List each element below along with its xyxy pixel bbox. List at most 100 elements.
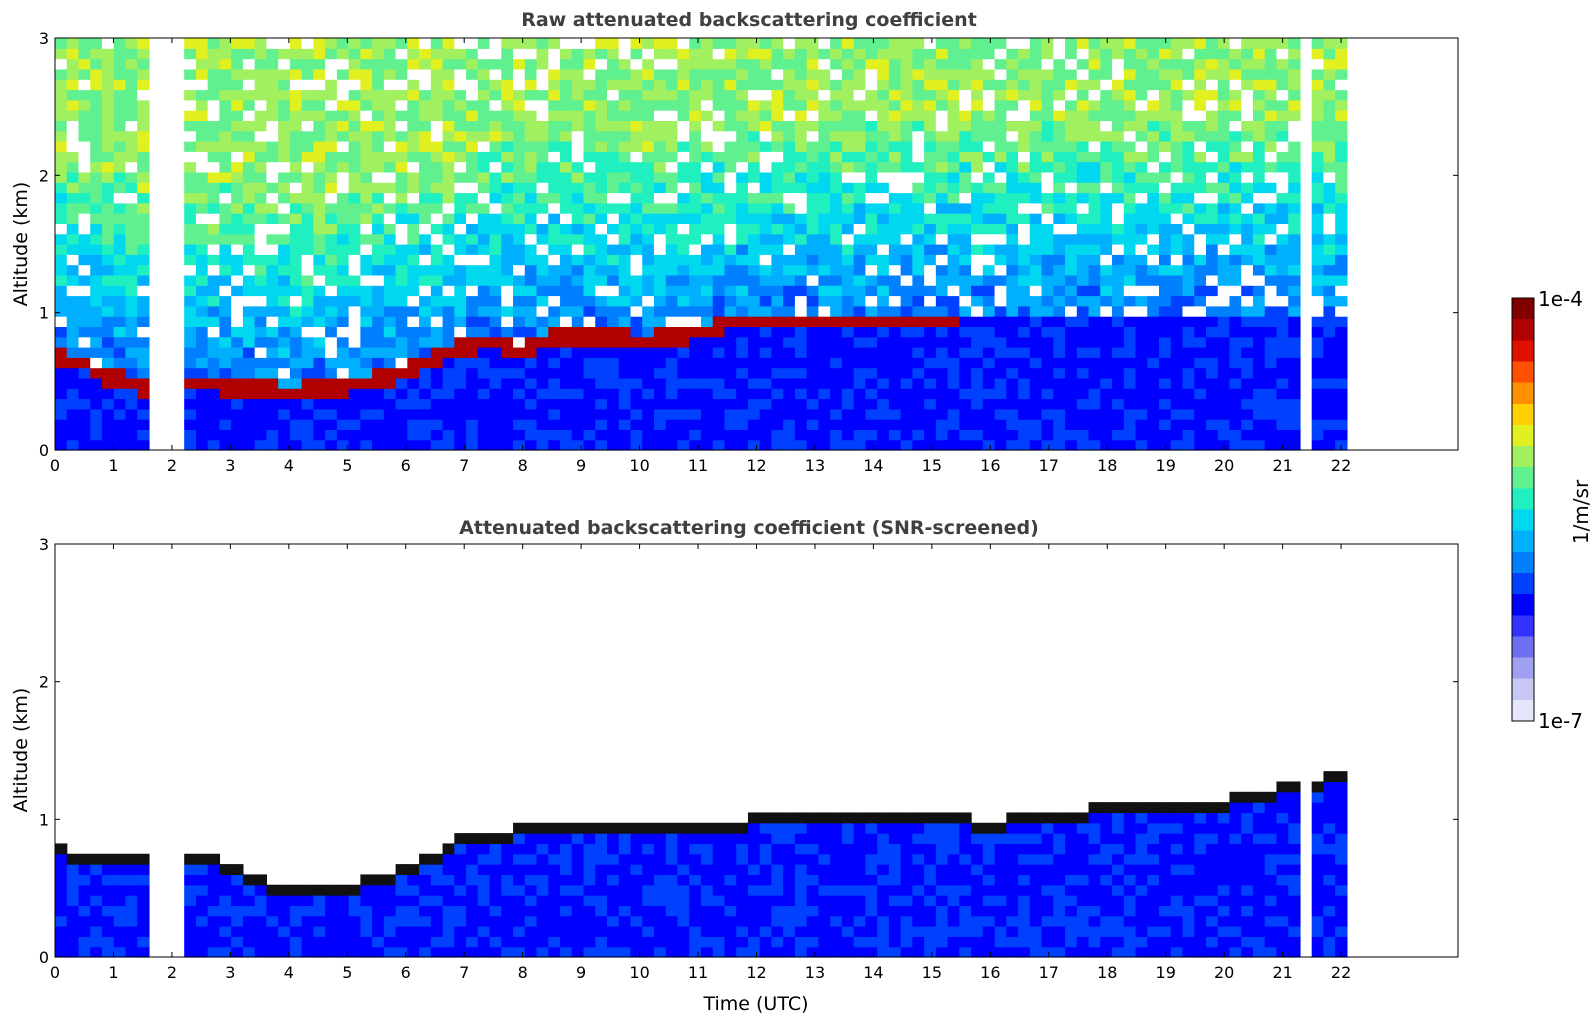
heatmap-cell — [736, 853, 749, 865]
heatmap-cell — [231, 192, 244, 204]
heatmap-cell — [818, 274, 831, 286]
heatmap-cell — [959, 244, 972, 255]
heatmap-cell — [1159, 377, 1172, 389]
heatmap-cell — [935, 244, 949, 255]
heatmap-cell — [372, 874, 385, 886]
heatmap-cell — [454, 233, 467, 245]
heatmap-cell — [618, 377, 632, 389]
heatmap-cell — [560, 864, 573, 875]
heatmap-cell — [736, 408, 749, 420]
heatmap-cell — [1205, 264, 1219, 276]
heatmap-cell — [125, 130, 138, 142]
heatmap-cell — [113, 110, 127, 121]
heatmap-cell — [489, 295, 502, 307]
heatmap-cell — [877, 388, 890, 400]
heatmap-cell — [700, 79, 714, 91]
heatmap-cell — [771, 357, 784, 369]
heatmap-cell — [536, 295, 549, 307]
heatmap-cell — [231, 264, 244, 276]
heatmap-cell — [724, 326, 737, 338]
heatmap-cell — [101, 254, 115, 266]
heatmap-cell — [1088, 202, 1101, 214]
heatmap-cell — [830, 130, 843, 142]
heatmap-cell — [630, 347, 643, 358]
heatmap-cell — [254, 110, 267, 121]
heatmap-cell — [430, 946, 444, 958]
heatmap-cell — [125, 439, 138, 451]
heatmap-cell — [618, 305, 632, 317]
heatmap-cell — [325, 151, 338, 163]
heatmap-cell — [771, 864, 784, 875]
heatmap-cell — [689, 408, 702, 420]
heatmap-cell — [1194, 99, 1207, 111]
heatmap-cell — [677, 326, 690, 338]
heatmap-cell — [548, 439, 561, 451]
heatmap-cell — [1065, 254, 1078, 266]
heatmap-cell — [1205, 316, 1219, 327]
heatmap-cell — [630, 58, 643, 70]
heatmap-cell — [266, 274, 279, 286]
heatmap-cell — [583, 202, 596, 214]
heatmap-cell — [55, 38, 68, 49]
heatmap-cell — [653, 141, 667, 152]
heatmap-cell — [442, 843, 455, 855]
heatmap-cell — [407, 326, 420, 338]
heatmap-cell — [1335, 398, 1348, 410]
heatmap-cell — [1170, 377, 1184, 389]
heatmap-cell — [865, 295, 878, 307]
heatmap-cell — [336, 223, 350, 235]
heatmap-cell — [266, 192, 279, 204]
heatmap-cell — [759, 429, 773, 441]
heatmap-cell — [935, 171, 949, 183]
heatmap-cell — [325, 141, 338, 152]
heatmap-cell — [207, 936, 221, 948]
heatmap-cell — [947, 264, 960, 276]
heatmap-cell — [736, 895, 749, 906]
heatmap-cell — [607, 316, 620, 327]
heatmap-cell — [513, 151, 526, 163]
heatmap-cell — [1123, 171, 1137, 183]
heatmap-cell — [1276, 316, 1289, 327]
heatmap-cell — [489, 99, 502, 111]
heatmap-cell — [560, 895, 573, 906]
heatmap-cell — [325, 905, 338, 917]
heatmap-cell — [372, 171, 385, 183]
heatmap-cell — [595, 874, 608, 886]
heatmap-cell — [219, 192, 232, 204]
heatmap-cell — [55, 89, 68, 101]
heatmap-cell — [560, 905, 573, 917]
heatmap-cell — [90, 388, 103, 400]
heatmap-cell — [1123, 99, 1137, 111]
heatmap-cell — [1252, 192, 1266, 204]
heatmap-cell — [242, 254, 256, 266]
heatmap-cell — [184, 110, 197, 121]
heatmap-cell — [348, 305, 361, 317]
heatmap-cell — [783, 439, 796, 451]
heatmap-cell — [501, 141, 514, 152]
heatmap-cell — [747, 161, 761, 173]
heatmap-cell — [78, 182, 91, 194]
heatmap-cell — [1170, 347, 1184, 358]
heatmap-cell — [665, 68, 679, 80]
heatmap-cell — [700, 171, 714, 183]
heatmap-cell — [1006, 68, 1019, 80]
heatmap-cell — [877, 182, 890, 194]
heatmap-cell — [1100, 388, 1113, 400]
heatmap-cell — [325, 895, 338, 906]
heatmap-cell — [865, 398, 878, 410]
heatmap-cell — [595, 316, 608, 327]
heatmap-cell — [501, 843, 514, 855]
heatmap-cell — [489, 254, 502, 266]
heatmap-cell — [865, 388, 878, 400]
heatmap-cell — [1252, 171, 1266, 183]
heatmap-cell — [994, 274, 1007, 286]
heatmap-cell — [830, 295, 843, 307]
heatmap-cell — [959, 182, 972, 194]
heatmap-cell — [900, 110, 913, 121]
heatmap-cell — [747, 182, 761, 194]
heatmap-cell — [78, 254, 91, 266]
heatmap-cell — [924, 182, 937, 194]
heatmap-cell — [1335, 274, 1348, 286]
heatmap-cell — [783, 812, 796, 824]
heatmap-cell — [1217, 161, 1231, 173]
